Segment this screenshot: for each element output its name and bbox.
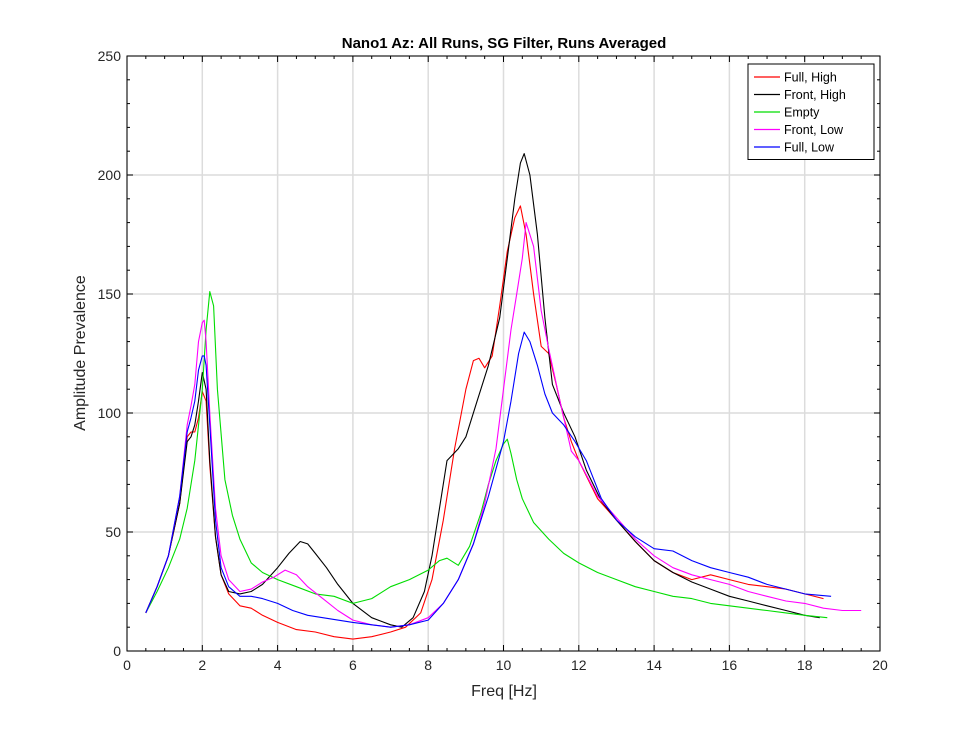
x-tick-label: 12 <box>571 657 587 673</box>
chart-title: Nano1 Az: All Runs, SG Filter, Runs Aver… <box>342 35 667 52</box>
x-axis-label: Freq [Hz] <box>471 683 537 700</box>
y-tick-label: 150 <box>98 286 122 302</box>
legend-label: Full, High <box>784 71 837 85</box>
series-line-empty <box>145 291 828 619</box>
x-tick-label: 8 <box>424 657 432 673</box>
x-tick-label: 18 <box>797 657 813 673</box>
legend: Full, High Front, High Empty Front, Low Full… <box>747 63 875 160</box>
x-tick-label: 6 <box>349 657 357 673</box>
y-tick-label: 100 <box>98 405 122 421</box>
legend-label: Empty <box>784 106 820 120</box>
x-tick-label: 14 <box>646 657 662 673</box>
legend-label: Front, Low <box>784 123 844 137</box>
x-tick-label: 4 <box>274 657 282 673</box>
x-tick-label: 0 <box>123 657 131 673</box>
y-tick-label: 200 <box>98 167 122 183</box>
series-line-front-high <box>145 153 820 628</box>
series-lines <box>145 153 862 640</box>
x-tick-label: 16 <box>722 657 738 673</box>
y-tick-label: 250 <box>98 48 122 64</box>
x-tick-label: 10 <box>496 657 512 673</box>
y-axis-label: Amplitude Prevalence <box>72 275 89 431</box>
x-tick-label: 2 <box>198 657 206 673</box>
series-line-full-low <box>145 331 832 628</box>
y-tick-label: 0 <box>113 643 121 659</box>
y-tick-label: 50 <box>105 524 121 540</box>
legend-label: Front, High <box>784 88 846 102</box>
legend-label: Full, Low <box>784 141 835 155</box>
x-tick-label: 20 <box>872 657 888 673</box>
